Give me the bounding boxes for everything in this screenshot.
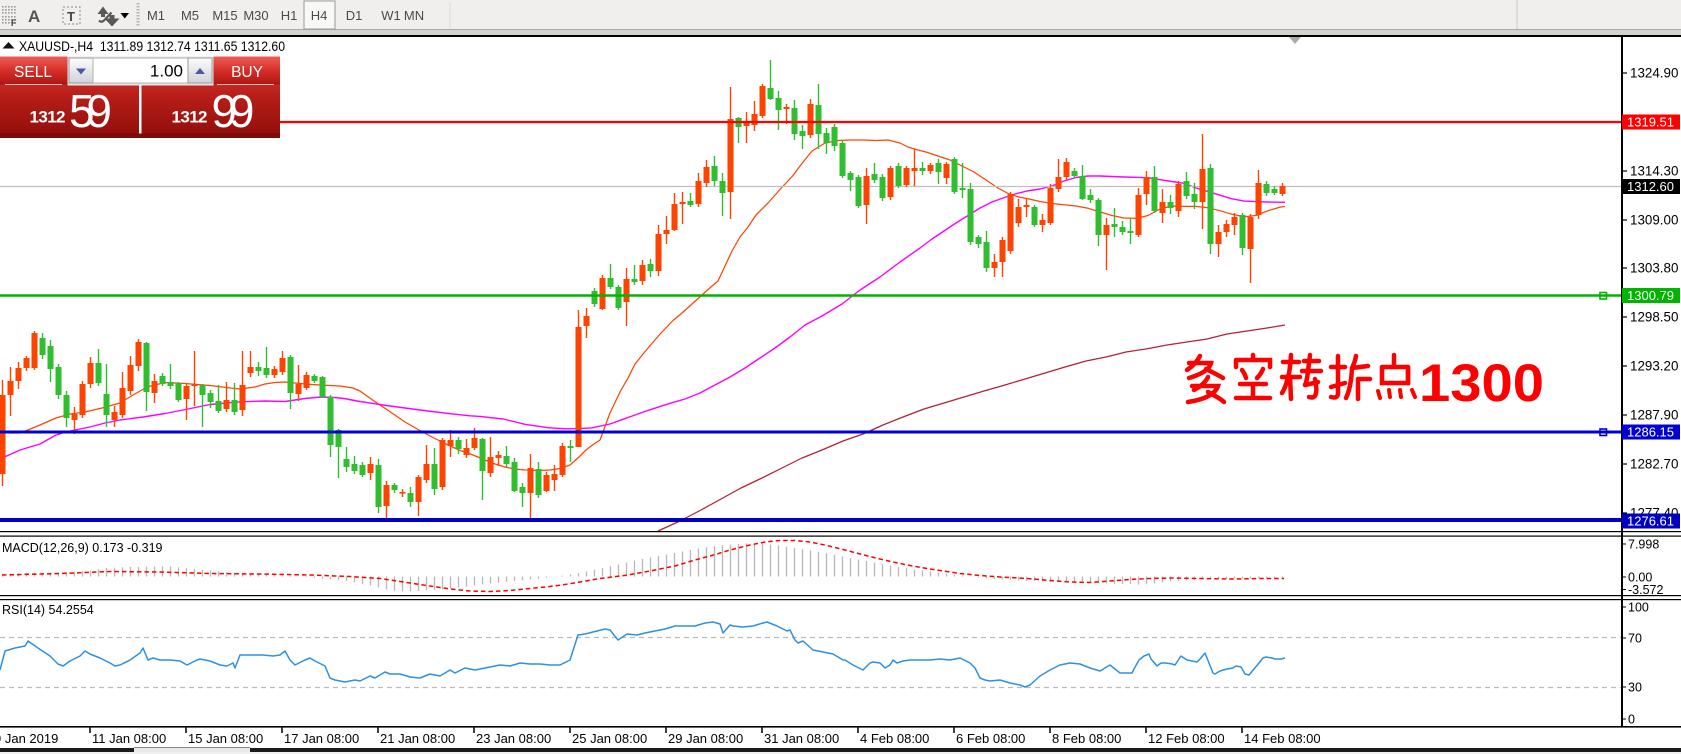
svg-text:1286.15: 1286.15 xyxy=(1627,425,1674,440)
svg-text:M1: M1 xyxy=(147,8,165,23)
svg-text:T: T xyxy=(67,9,75,24)
svg-text:BUY: BUY xyxy=(231,64,263,81)
svg-text:A: A xyxy=(28,7,40,26)
svg-text:H4: H4 xyxy=(311,8,328,23)
svg-text:15 Jan 08:00: 15 Jan 08:00 xyxy=(188,731,263,746)
svg-text:W1: W1 xyxy=(381,8,401,23)
svg-text:-3.572: -3.572 xyxy=(1628,583,1663,597)
svg-text:7.998: 7.998 xyxy=(1628,538,1659,552)
svg-text:17 Jan 08:00: 17 Jan 08:00 xyxy=(284,731,359,746)
svg-text:9 Jan 2019: 9 Jan 2019 xyxy=(0,731,58,746)
svg-text:1309.00: 1309.00 xyxy=(1630,213,1678,228)
svg-text:1312: 1312 xyxy=(30,108,66,127)
svg-text:SELL: SELL xyxy=(14,64,52,81)
svg-text:M15: M15 xyxy=(212,8,237,23)
svg-text:M30: M30 xyxy=(243,8,268,23)
svg-text:1303.80: 1303.80 xyxy=(1630,261,1678,276)
svg-text:31 Jan 08:00: 31 Jan 08:00 xyxy=(764,731,839,746)
svg-text:21 Jan 08:00: 21 Jan 08:00 xyxy=(380,731,455,746)
svg-text:29 Jan 08:00: 29 Jan 08:00 xyxy=(668,731,743,746)
svg-text:0.00: 0.00 xyxy=(1628,571,1652,585)
svg-text:99: 99 xyxy=(212,85,255,137)
svg-text:D1: D1 xyxy=(346,8,363,23)
svg-text:1293.20: 1293.20 xyxy=(1630,359,1678,374)
svg-text:1314.30: 1314.30 xyxy=(1630,164,1678,179)
svg-text:30: 30 xyxy=(1628,681,1642,695)
svg-text:1312: 1312 xyxy=(172,108,208,127)
svg-text:M5: M5 xyxy=(181,8,199,23)
svg-text:XAUUSD-,H4 1311.89 1312.74 13: XAUUSD-,H4 1311.89 1312.74 1311.65 1312.… xyxy=(19,39,285,54)
svg-text:1324.90: 1324.90 xyxy=(1630,66,1678,81)
svg-text:1300: 1300 xyxy=(1419,354,1544,413)
svg-text:59: 59 xyxy=(69,85,112,137)
svg-text:8 Feb 08:00: 8 Feb 08:00 xyxy=(1052,731,1121,746)
svg-text:4 Feb 08:00: 4 Feb 08:00 xyxy=(860,731,929,746)
svg-text:1312.60: 1312.60 xyxy=(1627,179,1674,194)
svg-text:MACD(12,26,9) 0.173 -0.319: MACD(12,26,9) 0.173 -0.319 xyxy=(2,541,163,555)
svg-text:14 Feb 08:00: 14 Feb 08:00 xyxy=(1244,731,1321,746)
svg-text:25 Jan 08:00: 25 Jan 08:00 xyxy=(572,731,647,746)
svg-text:1319.51: 1319.51 xyxy=(1627,115,1674,130)
svg-text:1300.79: 1300.79 xyxy=(1627,288,1674,303)
svg-text:1298.50: 1298.50 xyxy=(1630,310,1678,325)
svg-text:1276.61: 1276.61 xyxy=(1627,514,1674,529)
svg-text:MN: MN xyxy=(404,8,424,23)
svg-text:F: F xyxy=(11,18,17,28)
svg-text:11 Jan 08:00: 11 Jan 08:00 xyxy=(92,731,166,746)
svg-text:100: 100 xyxy=(1628,601,1649,615)
svg-text:70: 70 xyxy=(1628,632,1642,646)
svg-text:0: 0 xyxy=(1628,713,1635,727)
svg-text:1282.70: 1282.70 xyxy=(1630,457,1678,472)
svg-text:1.00: 1.00 xyxy=(150,62,183,81)
svg-text:23 Jan 08:00: 23 Jan 08:00 xyxy=(476,731,551,746)
svg-text:H1: H1 xyxy=(281,8,298,23)
svg-text:6 Feb 08:00: 6 Feb 08:00 xyxy=(956,731,1025,746)
svg-text:1287.90: 1287.90 xyxy=(1630,408,1678,423)
svg-text:RSI(14) 54.2554: RSI(14) 54.2554 xyxy=(2,603,94,617)
svg-text:12 Feb 08:00: 12 Feb 08:00 xyxy=(1148,731,1225,746)
